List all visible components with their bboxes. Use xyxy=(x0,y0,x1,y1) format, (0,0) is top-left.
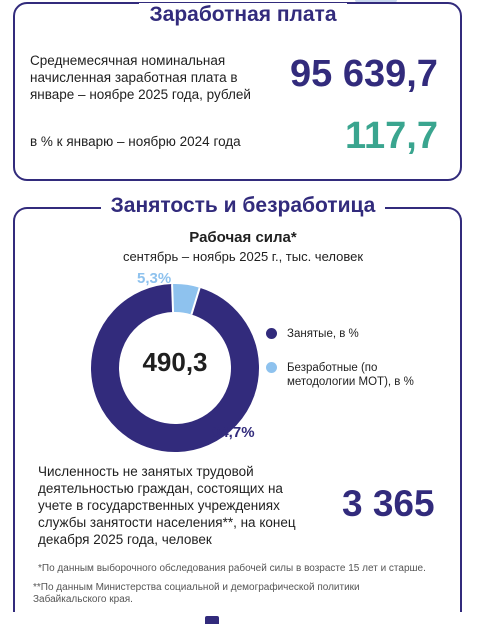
legend-unemployed-label: Безработные (по методологии МОТ), в % xyxy=(287,362,414,388)
average-wage-value: 95 639,7 xyxy=(290,53,438,95)
registered-unemployed-label: Численность не занятых трудовой деятельн… xyxy=(38,464,296,547)
registered-unemployed-value: 3 365 xyxy=(342,483,435,524)
unemployed-percent-label: 5,3% xyxy=(137,270,172,287)
wages-section-title: Заработная плата xyxy=(0,2,486,28)
footnote-survey: *По данным выборочного обследования рабо… xyxy=(38,563,426,574)
chart-center-value: 490,3 xyxy=(142,347,208,377)
donut-separator xyxy=(190,287,201,315)
wage-percent-value: 117,7 xyxy=(345,115,438,157)
next-section-peek xyxy=(205,616,219,624)
employed-percent-label: 94,7% xyxy=(212,424,255,441)
chart-heading: Рабочая сила* xyxy=(189,229,297,246)
wages-card xyxy=(13,2,462,181)
legend-unemployed-swatch xyxy=(266,362,277,373)
chart-subheading: сентябрь – ноябрь 2025 г., тыс. человек xyxy=(122,249,364,264)
donut-separator xyxy=(171,284,175,313)
footnote-ministry: **По данным Министерства социальной и де… xyxy=(33,582,360,605)
wage-percent-label: в % к январю – ноябрю 2024 года xyxy=(30,134,241,149)
average-wage-label: Среднемесячная номинальная начисленная з… xyxy=(30,53,251,102)
legend-employed-label: Занятые, в % xyxy=(287,328,359,340)
workforce-donut-chart xyxy=(91,284,259,452)
legend-employed-swatch xyxy=(266,328,277,339)
decorative-tab xyxy=(355,0,397,3)
employment-section-title: Занятость и безработица xyxy=(0,193,486,219)
